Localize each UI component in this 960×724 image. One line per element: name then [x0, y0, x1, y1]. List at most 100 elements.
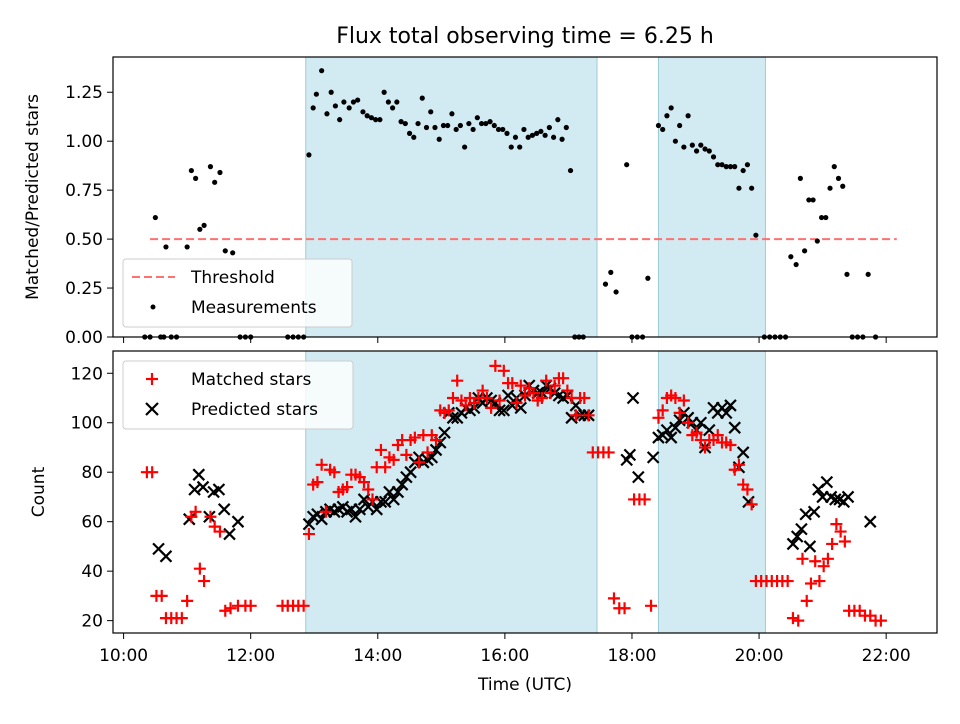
measurement-point — [608, 269, 614, 275]
matched-star-point — [213, 525, 226, 538]
predicted-star-point — [438, 426, 451, 439]
ratio-plot-frame — [112, 56, 938, 338]
legend-predicted-swatch — [145, 402, 159, 416]
measurement-point — [677, 122, 683, 129]
measurement-point — [672, 138, 678, 144]
measurement-point — [197, 226, 203, 232]
matched-star-point — [724, 439, 737, 451]
measurement-point — [419, 95, 425, 101]
ratio-legend: Threshold Measurements — [122, 258, 353, 328]
measurement-point — [373, 117, 379, 123]
predicted-stars-points — [152, 379, 877, 563]
matched-star-point — [181, 594, 194, 607]
count-panel: 20 40 60 80 100 120 10:00 12:00 14:00 16:00 18:00… — [29, 350, 938, 695]
measurement-point — [193, 175, 199, 181]
measurement-point — [152, 214, 158, 221]
measurement-point — [806, 197, 812, 203]
predicted-star-point — [795, 522, 808, 536]
matched-star-point — [826, 537, 839, 550]
measurement-point — [381, 89, 387, 95]
predicted-star-point — [182, 512, 196, 526]
matched-star-point — [387, 453, 400, 466]
measurement-point — [306, 152, 312, 158]
measurement-point — [390, 105, 396, 111]
predicted-star-point — [736, 446, 750, 459]
predicted-star-point — [395, 478, 409, 491]
matched-star-point — [830, 518, 843, 531]
matched-star-point — [379, 461, 392, 474]
measurement-point — [411, 134, 417, 140]
matched-star-point — [146, 466, 159, 479]
y-tick-label: 60 — [81, 513, 103, 533]
matched-star-point — [874, 614, 887, 627]
measurement-point — [453, 126, 459, 133]
matched-star-point — [638, 493, 651, 506]
measurement-point — [753, 232, 759, 238]
matched-star-point — [838, 535, 851, 548]
measurement-point — [360, 109, 366, 115]
matched-star-point — [618, 602, 631, 615]
predicted-star-point — [786, 537, 800, 551]
measurement-point — [406, 130, 413, 136]
measurement-point — [487, 119, 493, 125]
matched-star-point — [809, 555, 822, 568]
x-tick-label: 14:00 — [353, 646, 402, 666]
measurement-point — [529, 132, 536, 138]
measurement-point — [341, 99, 347, 105]
matched-star-point — [569, 409, 582, 422]
matched-star-point — [540, 374, 553, 387]
measurement-point — [685, 113, 691, 119]
measurement-point — [689, 142, 695, 148]
measurement-point — [457, 122, 463, 129]
matched-stars-points — [140, 359, 887, 627]
measurement-point — [797, 175, 803, 181]
matched-star-point — [519, 389, 531, 402]
y-tick-label: 0.75 — [65, 181, 103, 201]
matched-star-point — [602, 446, 615, 459]
matched-star-point — [198, 575, 211, 588]
predicted-star-point — [724, 399, 737, 412]
measurement-point — [827, 185, 833, 191]
ratio-panel: 0.00 0.25 0.50 0.75 1.00 1.25 Matched/Predict… — [23, 56, 938, 348]
predicted-star-point — [302, 517, 316, 531]
matched-star-point — [535, 392, 548, 404]
measurement-point — [364, 113, 370, 119]
measurement-point — [559, 136, 565, 142]
matched-star-point — [561, 384, 574, 397]
measurement-point — [664, 113, 670, 119]
matched-star-point — [302, 528, 315, 541]
measurement-point — [377, 117, 383, 123]
measurement-point — [495, 126, 502, 133]
matched-star-point — [374, 443, 387, 456]
matched-star-point — [193, 562, 206, 575]
matched-star-point — [358, 476, 371, 489]
matched-star-point — [446, 392, 459, 404]
matched-star-point — [781, 575, 794, 588]
measurement-point — [355, 97, 361, 103]
matched-star-point — [366, 493, 379, 506]
measurement-point — [793, 261, 799, 268]
measurement-point — [844, 271, 850, 277]
predicted-star-point — [493, 404, 506, 417]
matched-star-point — [645, 599, 658, 612]
matched-star-point — [175, 612, 188, 625]
matched-star-point — [544, 387, 557, 400]
matched-star-point — [442, 404, 455, 417]
measurement-point — [332, 103, 339, 109]
y-tick-label: 40 — [81, 562, 103, 582]
matched-star-point — [189, 505, 202, 518]
predicted-star-point — [623, 448, 637, 462]
predicted-star-point — [387, 493, 400, 506]
measurement-point — [449, 111, 455, 117]
predicted-star-point — [799, 507, 812, 521]
measurement-point — [432, 124, 438, 131]
matched-star-point — [244, 599, 257, 612]
y-tick-label: 0.50 — [65, 230, 103, 250]
predicted-star-point — [391, 485, 405, 499]
predicted-star-point — [863, 515, 877, 528]
matched-star-point — [514, 379, 527, 392]
matched-star-point — [656, 404, 669, 417]
matched-star-point — [817, 560, 830, 573]
measurement-point — [818, 214, 825, 221]
matched-star-point — [786, 612, 799, 625]
